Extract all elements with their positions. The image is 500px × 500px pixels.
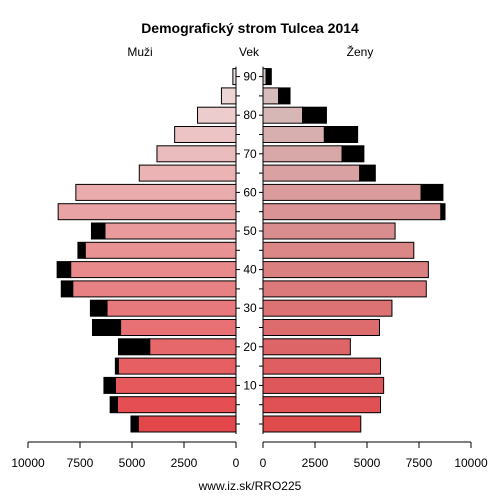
female-bar — [262, 280, 427, 298]
female-bar — [262, 145, 343, 163]
female-bar — [262, 357, 382, 375]
x-tick-label: 0 — [260, 456, 267, 470]
chart-title: Demografický strom Tulcea 2014 — [141, 20, 359, 36]
female-surplus-bar — [440, 203, 446, 221]
right-label: Ženy — [347, 44, 374, 59]
male-bar — [84, 241, 237, 259]
female-bar — [262, 106, 304, 124]
male-surplus-bar — [109, 396, 118, 414]
male-bar — [72, 280, 237, 298]
male-bar — [156, 145, 237, 163]
age-tick-label: 80 — [243, 108, 257, 122]
male-surplus-bar — [60, 280, 74, 298]
center-label: Vek — [239, 45, 260, 59]
x-tick-label: 10000 — [454, 456, 488, 470]
female-surplus-bar — [278, 87, 291, 105]
female-bar — [262, 203, 442, 221]
age-tick-label: 60 — [243, 185, 257, 199]
male-bar — [174, 126, 237, 143]
male-surplus-bar — [117, 338, 151, 356]
female-surplus-bar — [359, 164, 376, 182]
male-bar — [116, 396, 237, 414]
male-surplus-bar — [56, 261, 72, 279]
female-bar — [262, 261, 429, 279]
female-surplus-bar — [302, 106, 327, 124]
female-bar — [262, 319, 380, 336]
male-bar — [114, 376, 237, 394]
male-bars — [56, 68, 237, 433]
female-surplus-bar — [323, 126, 359, 143]
female-surplus-bar — [420, 183, 444, 201]
male-bar — [138, 164, 237, 182]
male-bar — [137, 415, 237, 433]
male-bar — [120, 319, 237, 336]
female-bar — [262, 164, 361, 182]
male-surplus-bar — [114, 357, 119, 375]
male-surplus-bar — [89, 299, 108, 317]
male-bar — [220, 87, 237, 105]
male-bar — [104, 222, 237, 240]
x-tick-label: 2500 — [171, 456, 198, 470]
age-tick-label: 40 — [243, 263, 257, 277]
male-bar — [197, 106, 237, 124]
female-bar — [262, 241, 415, 259]
age-tick-label: 30 — [243, 301, 257, 315]
male-bar — [106, 299, 237, 317]
x-tick-label: 5000 — [119, 456, 146, 470]
male-surplus-bar — [77, 241, 86, 259]
male-bar — [75, 183, 237, 201]
age-tick-label: 50 — [243, 224, 257, 238]
age-tick-label: 90 — [243, 70, 257, 84]
x-tick-label: 2500 — [302, 456, 329, 470]
x-tick-label: 5000 — [354, 456, 381, 470]
female-bar — [262, 87, 280, 105]
male-surplus-bar — [90, 222, 106, 240]
female-bar — [262, 299, 393, 317]
male-surplus-bar — [130, 415, 139, 433]
axes: 10 20 30 40 50 60 70 80 90 10000 7500 5000 2500 0 0 250… — [11, 66, 488, 470]
male-bar — [149, 338, 237, 356]
x-tick-label: 0 — [233, 456, 240, 470]
female-bar — [262, 338, 351, 356]
female-bar — [262, 126, 325, 143]
x-tick-label: 7500 — [67, 456, 94, 470]
age-tick-label: 20 — [243, 340, 257, 354]
left-label: Muži — [127, 45, 152, 59]
source-label: www.iz.sk/RRO225 — [198, 479, 302, 493]
female-bars — [262, 68, 446, 433]
x-tick-label: 7500 — [406, 456, 433, 470]
female-bar — [262, 396, 382, 414]
female-bar — [262, 415, 362, 433]
male-surplus-bar — [103, 376, 116, 394]
female-bar — [262, 222, 396, 240]
x-tick-label: 10000 — [11, 456, 45, 470]
age-tick-label: 10 — [243, 378, 257, 392]
age-tick-label: 70 — [243, 147, 257, 161]
female-bar — [262, 183, 422, 201]
male-bar — [117, 357, 237, 375]
female-bar — [262, 376, 385, 394]
male-bar — [57, 203, 237, 221]
male-bar — [70, 261, 237, 279]
female-surplus-bar — [341, 145, 365, 163]
female-surplus-bar — [265, 68, 272, 86]
male-surplus-bar — [91, 319, 122, 336]
